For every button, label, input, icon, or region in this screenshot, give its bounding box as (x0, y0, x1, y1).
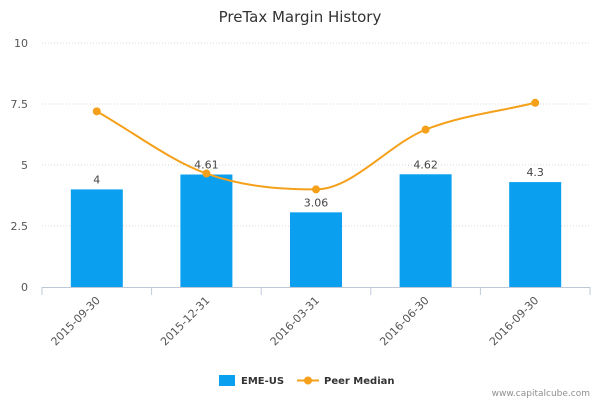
x-tick-label: 2016-06-30 (377, 294, 431, 348)
bar (180, 174, 233, 287)
bar (70, 189, 123, 287)
credit-text: www.capitalcube.com (492, 389, 590, 399)
x-tick-label: 2016-09-30 (487, 294, 541, 348)
legend: EME-US Peer Median (219, 375, 395, 387)
bar-data-label: 4.62 (413, 158, 438, 171)
bar-data-label: 4.61 (194, 159, 219, 172)
legend-label-peer-median: Peer Median (324, 376, 395, 387)
bar-data-label: 4 (93, 173, 100, 186)
x-tick-label: 2015-12-31 (158, 294, 212, 348)
peer-median-line (96, 101, 536, 191)
y-tick-label: 2.5 (11, 220, 29, 233)
bar (509, 182, 562, 287)
bar-data-label: 4.3 (526, 166, 544, 179)
peer-median-point (312, 185, 320, 194)
bar-series (70, 174, 562, 287)
bar (399, 174, 452, 287)
peer-median-point (202, 169, 211, 178)
y-tick-label: 0 (21, 281, 28, 294)
legend-swatch-peer-median-marker (304, 376, 312, 385)
x-axis-ticks: 2015-09-30 2015-12-31 2016-03-31 2016-06-30… (41, 287, 591, 348)
y-tick-label: 7.5 (11, 98, 29, 111)
y-tick-label: 10 (14, 37, 28, 50)
legend-swatch-eme-us (219, 375, 235, 386)
peer-median-point (92, 107, 101, 116)
bar-data-label: 3.06 (304, 196, 329, 209)
y-axis-ticks: 0 2.5 5 7.5 10 (11, 37, 29, 294)
x-tick-label: 2016-03-31 (268, 294, 322, 348)
bar (290, 212, 342, 287)
y-tick-label: 5 (21, 159, 28, 172)
peer-median-point (531, 98, 540, 107)
bar-data-labels: 4 4.61 3.06 4.62 4.3 (93, 158, 544, 209)
peer-median-points (92, 98, 540, 194)
chart-title: PreTax Margin History (219, 8, 382, 26)
legend-label-eme-us: EME-US (241, 376, 284, 387)
x-tick-label: 2015-09-30 (49, 294, 103, 348)
peer-median-point (421, 125, 430, 134)
